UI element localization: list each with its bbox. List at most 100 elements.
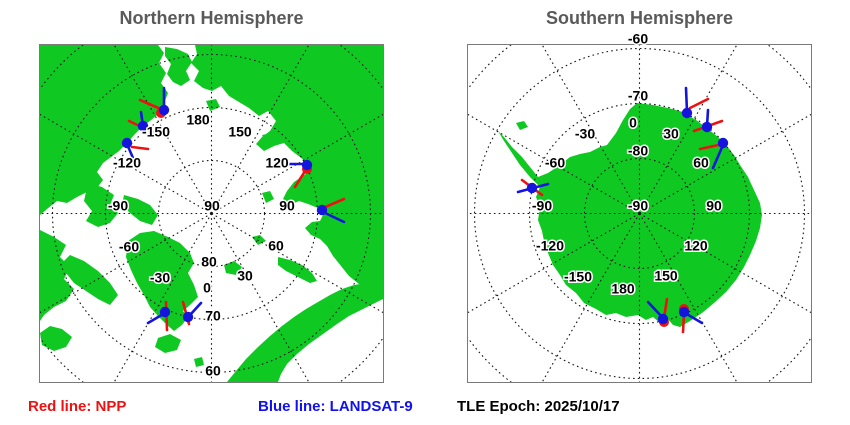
land-novaya-zemlya [278, 257, 317, 283]
land-franz-josef-land [252, 235, 266, 245]
land-eurasia [191, 45, 383, 295]
graticule-ring [528, 102, 751, 325]
map-label: 70 [205, 308, 221, 324]
landsat-position-dot [137, 120, 149, 132]
satellite-marker [181, 300, 203, 326]
land-scandinavia [227, 283, 383, 382]
map-labels: 180 150 120 90 60 30 0 -30 -60 -90 -120-150 90 80 70 6… [106, 110, 296, 380]
map-label: 60 [268, 238, 284, 254]
landsat-position-dot [182, 311, 194, 323]
landsat-position-dot [316, 204, 328, 216]
legend-npp: Red line: NPP [28, 398, 127, 415]
map-label: -60 [119, 239, 139, 255]
map-label: -90 [628, 198, 648, 214]
south-map-title: Southern Hemisphere [545, 8, 734, 28]
map-label: 30 [663, 126, 679, 142]
map-label: -120 [536, 238, 564, 254]
north-hemisphere-map: 180 150 120 90 60 30 0 -30 -60 -90 -120-150 90 80 70 6… [40, 45, 383, 382]
map-label: -120 [113, 155, 141, 171]
map-label: 30 [237, 268, 253, 284]
landsat-track-line [188, 301, 203, 317]
north-hemisphere-map-panel: 180 150 120 90 60 30 0 -30 -60 -90 -120 -150 90 80 70 6… [39, 44, 384, 383]
land-antarctica [498, 103, 762, 327]
landsat-position-dot [681, 107, 693, 119]
land-severnaya-zemlya [262, 191, 274, 203]
landsat-position-dot [159, 306, 171, 318]
map-label: 60 [693, 155, 709, 171]
landsat-position-dot [301, 159, 313, 171]
map-label: -70 [628, 88, 648, 104]
graticule-ring [473, 47, 806, 380]
land-banks-victoria-island [84, 183, 118, 227]
map-label: 90 [204, 198, 220, 214]
map-label: -60 [545, 155, 565, 171]
satellite-marker [121, 137, 150, 167]
npp-track-line [321, 197, 346, 210]
land-greenland [126, 231, 198, 331]
legend-landsat9: Blue line: LANDSAT-9 [258, 398, 413, 415]
satellite-marker [316, 197, 346, 224]
map-content [468, 45, 811, 382]
map-label: -30 [150, 270, 170, 286]
land-baffin-island [62, 255, 118, 305]
land-shetland [194, 357, 204, 367]
map-label: 90 [706, 198, 722, 214]
land-labrador [40, 326, 72, 351]
map-label: 180 [611, 281, 635, 297]
map-label: -30 [575, 126, 595, 142]
land-iceland [155, 334, 181, 353]
npp-track-line [130, 145, 150, 151]
map-label: 0 [203, 280, 211, 296]
north-map-title: Northern Hemisphere [119, 8, 304, 28]
map-label: 150 [654, 268, 678, 284]
map-label: 150 [228, 124, 252, 140]
satellite-marker [146, 300, 171, 332]
map-label: -90 [108, 198, 128, 214]
map-label: -80 [628, 143, 648, 159]
land-north-america [40, 45, 168, 215]
map-label: 60 [205, 363, 221, 379]
landsat-position-dot [121, 137, 133, 149]
landsat-position-dot [678, 306, 690, 318]
landsat-position-dot [657, 313, 669, 325]
satellite-marker [516, 178, 550, 197]
map-label: 90 [279, 198, 295, 214]
satellite-marker [281, 159, 313, 189]
map-label: 180 [186, 112, 210, 128]
landsat-track-line [321, 210, 346, 224]
npp-track-line [688, 97, 710, 110]
graticule-ring [583, 157, 696, 270]
satellite-marker [646, 297, 669, 327]
land-new-siberian-islands [262, 133, 278, 145]
landsat-position-dot [701, 121, 713, 133]
satellite-marker [678, 304, 704, 334]
map-label: 0 [629, 115, 637, 131]
satellite-marker [698, 137, 729, 170]
landsat-position-dot [526, 182, 538, 194]
satellite-marker [127, 110, 156, 135]
land-wrangel-island [206, 99, 220, 111]
land-chukotka [165, 47, 192, 86]
map-label: 120 [684, 238, 708, 254]
map-label: -150 [142, 124, 170, 140]
map-label: 120 [265, 155, 289, 171]
south-hemisphere-map-panel: 0 30 60 90 120 150 180 -150 -120 -90 -60 -30 -60 -70 -… [467, 29, 812, 383]
map-content [40, 45, 383, 382]
map-label: -90 [532, 198, 552, 214]
south-hemisphere-map: 0 30 60 90 120 150 180 -150-120 -90 -60 -30 -60 -70 -… [468, 29, 811, 382]
map-label: 80 [201, 254, 217, 270]
satellite-marker [138, 86, 170, 118]
landsat-position-dot [717, 137, 729, 149]
landsat-position-dot [158, 104, 170, 116]
land-small-island [516, 121, 528, 130]
satellite-marker [681, 86, 710, 119]
land-svalbard [224, 261, 242, 275]
map-label: -150 [564, 269, 592, 285]
land-ellesmere-island [122, 195, 158, 225]
landsat-track-line [711, 143, 725, 170]
map-label: -60 [628, 31, 648, 47]
satellite-marker [692, 108, 724, 133]
map-labels: 0 30 60 90 120 150 180 -150-120 -90 -60 -30 -60 -70 -… [530, 29, 723, 298]
legend-tle-epoch: TLE Epoch: 2025/10/17 [457, 398, 620, 415]
